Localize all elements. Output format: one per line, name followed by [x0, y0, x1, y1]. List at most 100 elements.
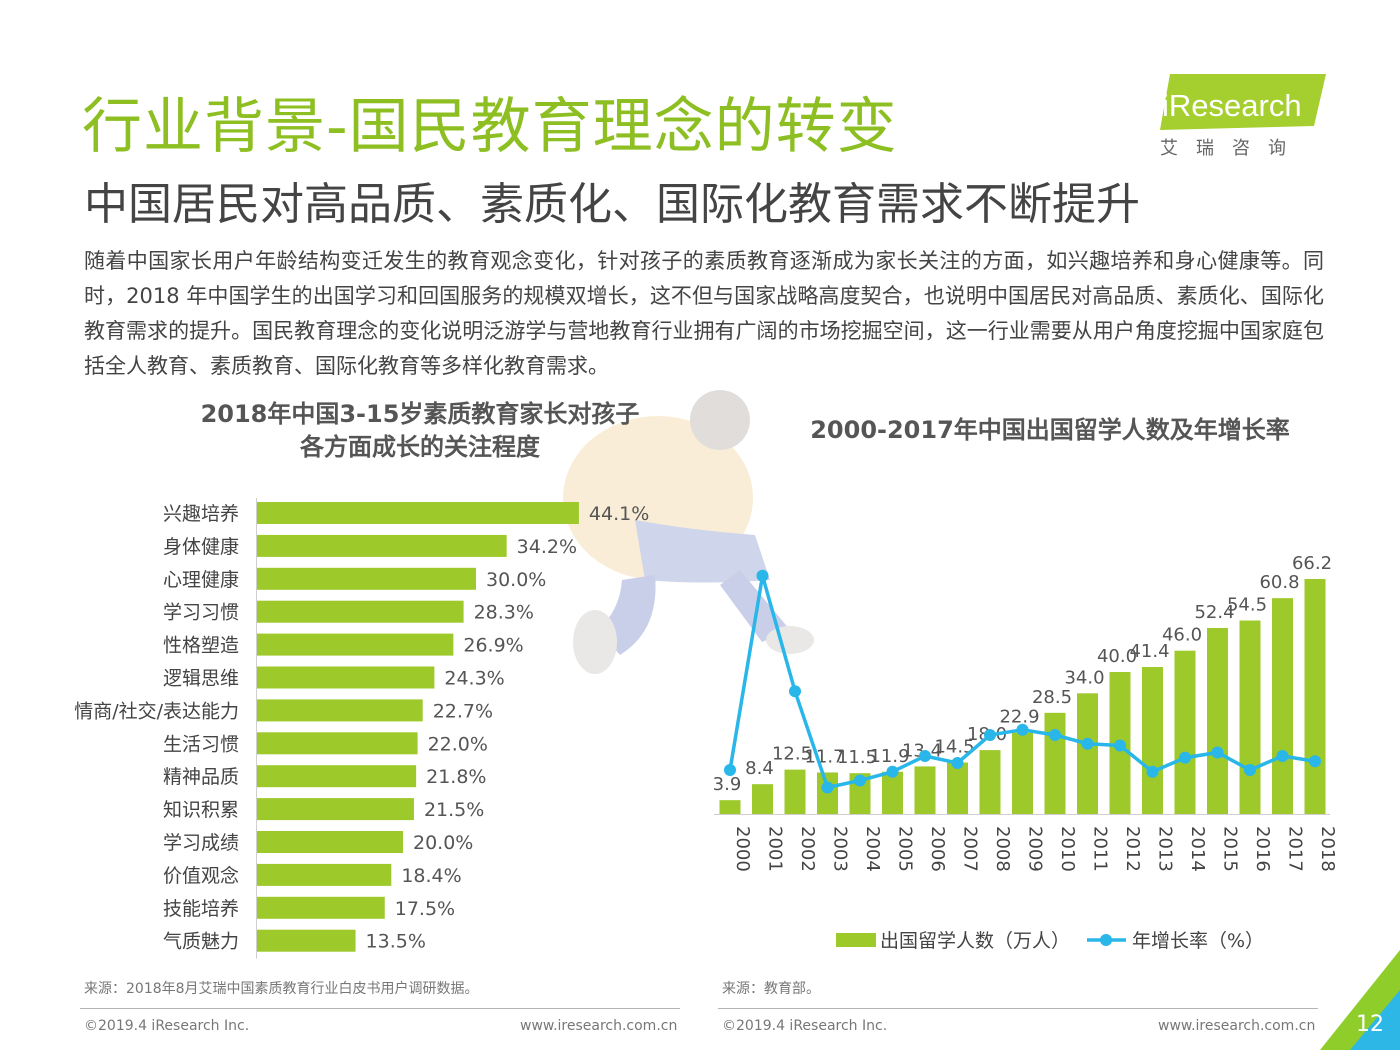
year-tick-2010: 2010: [1057, 826, 1078, 872]
footer-url-left[interactable]: www.iresearch.com.cn: [520, 1018, 678, 1034]
value-label-12: 18.4%: [401, 865, 461, 887]
growth-point-2008: [984, 729, 996, 741]
value-label-4: 28.3%: [474, 602, 534, 624]
category-label-4: 学习习惯: [163, 602, 239, 624]
chart2-title: 2000-2017年中国出国留学人数及年增长率: [810, 416, 1290, 444]
value-label-2: 34.2%: [517, 536, 577, 558]
year-tick-2015: 2015: [1220, 826, 1241, 872]
year-bar-2001: [752, 784, 773, 814]
value-label-11: 20.0%: [413, 832, 473, 854]
year-tick-2004: 2004: [862, 826, 883, 872]
footer-divider-left: [80, 1008, 680, 1009]
year-bar-2015: [1207, 627, 1228, 814]
year-tick-2006: 2006: [927, 826, 948, 872]
intro-paragraph: 随着中国家长用户年龄结构变迁发生的教育观念变化，针对孩子的素质教育逐渐成为家长关…: [84, 249, 1324, 378]
growth-point-2016: [1244, 764, 1256, 776]
bar-value-label-2007: 14.5: [934, 737, 974, 758]
growth-point-2012: [1114, 739, 1126, 752]
footer-url-right[interactable]: www.iresearch.com.cn: [1158, 1018, 1316, 1034]
footer-copyright-right: ©2019.4 iResearch Inc.: [722, 1018, 888, 1034]
bar-value-label-2000: 3.9: [713, 774, 742, 795]
growth-point-2018: [1309, 755, 1321, 768]
legend-line-marker: [1100, 934, 1112, 946]
year-tick-2017: 2017: [1285, 826, 1306, 872]
page-subtitle: 中国居民对高品质、素质化、国际化教育需求不断提升: [84, 179, 1140, 230]
bar-3: [257, 567, 476, 590]
footer-divider-right: [718, 1008, 1318, 1009]
year-tick-2009: 2009: [1025, 826, 1046, 872]
growth-point-2009: [1016, 723, 1029, 736]
category-label-1: 兴趣培养: [163, 503, 239, 525]
running-person-illustration: [563, 390, 814, 674]
chart1-title-line1: 2018年中国3-15岁素质教育家长对孩子: [200, 400, 640, 428]
bar-value-label-2014: 46.0: [1162, 625, 1202, 646]
chart1-title-line2: 各方面成长的关注程度: [300, 433, 540, 461]
legend-bar-swatch: [836, 933, 876, 947]
growth-point-2001: [756, 569, 769, 582]
year-bar-2002: [784, 769, 806, 814]
bar-12: [257, 863, 392, 886]
year-bar-2013: [1142, 667, 1163, 814]
value-label-8: 22.0%: [428, 733, 488, 755]
footer-copyright-left: ©2019.4 iResearch Inc.: [84, 1018, 250, 1034]
bar-value-label-2017: 60.8: [1259, 572, 1299, 593]
growth-point-2014: [1179, 751, 1191, 764]
bar-2: [257, 534, 507, 557]
chart1-source: 来源：2018年8月艾瑞中国素质教育行业白皮书用户调研数据。: [84, 981, 479, 997]
category-label-14: 气质魅力: [163, 931, 239, 953]
year-tick-2005: 2005: [895, 826, 916, 872]
bar-value-label-2012: 40.0: [1097, 646, 1137, 667]
category-label-5: 性格塑造: [163, 635, 239, 657]
attention-bar-chart: 兴趣培养 44.1% 身体健康 34.2% 心理健康 30.0% 学习习惯 28.3% 性格塑造…: [74, 498, 649, 959]
bar-13: [257, 896, 385, 919]
bar-1: [257, 502, 579, 524]
value-label-3: 30.0%: [486, 569, 546, 591]
bar-9: [257, 765, 417, 788]
bar-14: [257, 929, 356, 952]
growth-point-2007: [951, 757, 964, 769]
year-tick-2008: 2008: [992, 826, 1013, 872]
category-label-13: 技能培养: [163, 898, 239, 920]
year-bar-2005: [882, 771, 903, 814]
year-tick-2002: 2002: [797, 826, 818, 872]
growth-point-2000: [724, 764, 736, 776]
bar-value-label-2004: 11.5: [837, 747, 877, 768]
bar-6: [257, 666, 435, 689]
category-label-9: 精神品质: [163, 766, 239, 788]
bar-5: [257, 633, 454, 656]
page-number: 12: [1356, 1012, 1384, 1037]
legend-line-label: 年增长率（%）: [1132, 930, 1264, 952]
category-label-7: 情商/社交/表达能力: [74, 700, 239, 722]
legend-bar-label: 出国留学人数（万人）: [880, 930, 1070, 952]
year-tick-2007: 2007: [960, 826, 981, 872]
chart2-source: 来源：教育部。: [722, 981, 820, 997]
logo-tagline: 艾 瑞 咨 询: [1160, 138, 1286, 159]
year-bar-2000: [719, 800, 741, 814]
value-label-10: 21.5%: [424, 799, 484, 821]
year-tick-2013: 2013: [1155, 826, 1176, 872]
chart1-title: 2018年中国3-15岁素质教育家长对孩子 各方面成长的关注程度: [150, 398, 690, 464]
year-tick-2012: 2012: [1122, 826, 1143, 872]
year-bar-2017: [1272, 598, 1293, 814]
year-bar-2006: [914, 766, 936, 814]
value-label-9: 21.8%: [426, 766, 486, 788]
year-tick-2011: 2011: [1090, 826, 1111, 872]
value-label-14: 13.5%: [366, 931, 426, 953]
category-label-3: 心理健康: [163, 569, 239, 591]
growth-point-2003: [821, 781, 834, 794]
growth-point-2010: [1049, 729, 1061, 741]
category-label-8: 生活习惯: [163, 733, 239, 755]
category-label-10: 知识积累: [163, 799, 239, 821]
growth-point-2015: [1211, 746, 1224, 759]
category-label-12: 价值观念: [163, 864, 239, 887]
year-tick-2014: 2014: [1187, 826, 1208, 872]
growth-point-2017: [1276, 750, 1289, 762]
year-bar-2016: [1239, 620, 1261, 814]
value-label-6: 24.3%: [444, 668, 504, 690]
year-tick-2003: 2003: [830, 826, 851, 872]
growth-point-2002: [789, 685, 801, 698]
logo-brand: iResearch: [1162, 88, 1302, 123]
category-label-11: 学习成绩: [163, 832, 239, 854]
bar-value-label-2015: 52.4: [1194, 602, 1234, 623]
year-bar-2008: [979, 750, 1001, 814]
